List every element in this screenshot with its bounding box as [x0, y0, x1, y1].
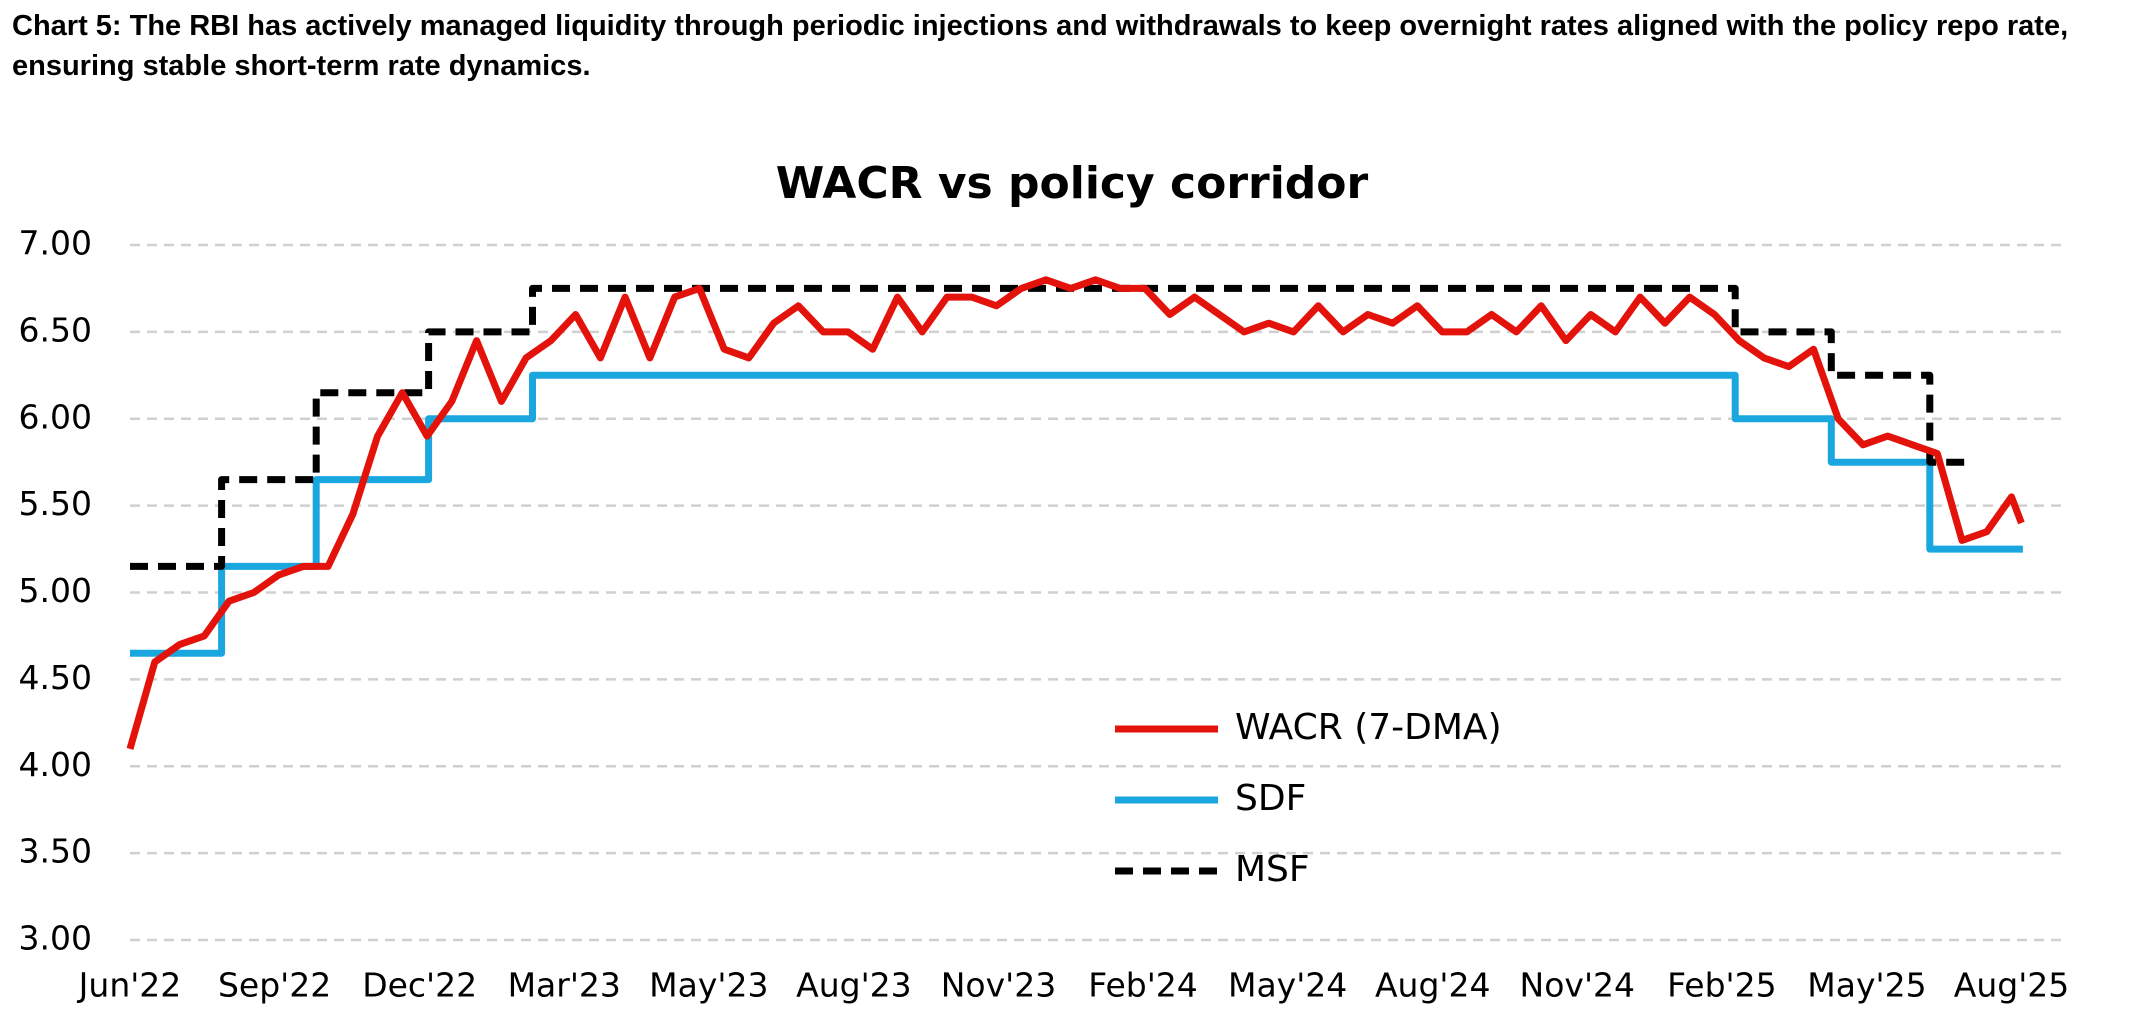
legend-label: MSF	[1235, 849, 1310, 890]
y-tick-label: 6.00	[19, 397, 92, 436]
x-tick-label: May'25	[1807, 966, 1926, 1005]
y-tick-label: 4.00	[19, 745, 92, 784]
x-tick-label: Jun'22	[77, 966, 182, 1005]
series-line	[130, 284, 1971, 570]
x-tick-label: Nov'23	[941, 966, 1056, 1005]
chart-title: WACR vs policy corridor	[776, 158, 1369, 209]
y-tick-label: 4.50	[19, 658, 92, 697]
x-tick-label: Mar'23	[508, 966, 621, 1005]
x-tick-label: Aug'24	[1375, 966, 1491, 1005]
legend-label: WACR (7-DMA)	[1235, 707, 1502, 748]
y-tick-label: 7.00	[19, 224, 92, 263]
y-tick-label: 5.00	[19, 571, 92, 610]
legend-label: SDF	[1235, 778, 1306, 819]
y-tick-label: 3.50	[19, 832, 92, 871]
series-line	[126, 276, 2025, 750]
x-tick-label: Aug'23	[796, 966, 912, 1005]
x-tick-label: May'24	[1228, 966, 1347, 1005]
x-tick-label: Aug'25	[1954, 966, 2070, 1005]
series-line	[130, 371, 2023, 657]
y-tick-label: 6.50	[19, 310, 92, 349]
x-tick-label: Dec'22	[362, 966, 477, 1005]
x-tick-label: Nov'24	[1520, 966, 1635, 1005]
x-tick-label: Feb'24	[1088, 966, 1198, 1005]
x-tick-label: Sep'22	[218, 966, 331, 1005]
y-tick-label: 3.00	[19, 919, 92, 958]
caption: Chart 5: The RBI has actively managed li…	[12, 10, 2069, 82]
x-tick-label: May'23	[649, 966, 768, 1005]
x-tick-label: Feb'25	[1667, 966, 1777, 1005]
y-tick-label: 5.50	[19, 484, 92, 523]
